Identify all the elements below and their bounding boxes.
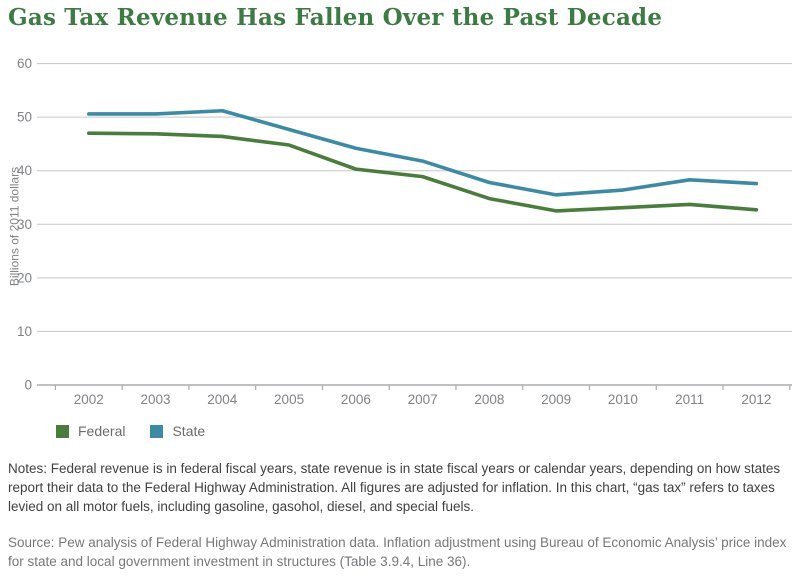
legend-item-state: State <box>150 423 205 439</box>
legend-label-federal: Federal <box>78 423 126 439</box>
page-title: Gas Tax Revenue Has Fallen Over the Past… <box>8 4 663 31</box>
y-tick-label: 50 <box>17 110 32 125</box>
chart-legend: Federal State <box>56 423 205 439</box>
x-tick-label: 2005 <box>274 392 304 407</box>
x-tick-label: 2006 <box>341 392 371 407</box>
y-tick-label: 10 <box>17 324 32 339</box>
legend-label-state: State <box>172 423 206 439</box>
x-tick-label: 2004 <box>207 392 238 407</box>
y-tick-label: 0 <box>24 378 32 393</box>
x-tick-label: 2007 <box>408 392 438 407</box>
source-text: Source: Pew analysis of Federal Highway … <box>8 535 787 569</box>
legend-item-federal: Federal <box>56 423 125 439</box>
x-tick-label: 2002 <box>74 392 104 407</box>
series-line-state <box>87 108 759 197</box>
x-tick-label: 2011 <box>675 392 704 407</box>
x-tick-label: 2010 <box>608 392 638 407</box>
x-tick-label: 2012 <box>741 392 771 407</box>
y-tick-label: 20 <box>17 270 32 285</box>
series-line-federal <box>87 131 759 213</box>
y-tick-label: 40 <box>17 163 32 178</box>
y-tick-label: 30 <box>17 217 32 232</box>
federal-color-swatch-icon <box>56 424 69 438</box>
state-color-swatch-icon <box>150 424 164 438</box>
x-tick-label: 2008 <box>474 392 504 407</box>
x-tick-label: 2009 <box>541 392 571 407</box>
notes-text: Notes: Federal revenue is in federal fis… <box>8 461 781 514</box>
x-tick-label: 2003 <box>141 392 171 407</box>
y-axis-title: Billions of 2011 dollars <box>7 166 22 287</box>
revenue-line-chart: 0 10 20 30 40 50 60 2002 2003 2004 2005 2006 2007 200… <box>17 56 792 407</box>
chart-area: 0 10 20 30 40 50 60 2002 2003 2004 2005 2006 2007 200… <box>7 56 792 439</box>
y-tick-label: 60 <box>17 56 32 71</box>
